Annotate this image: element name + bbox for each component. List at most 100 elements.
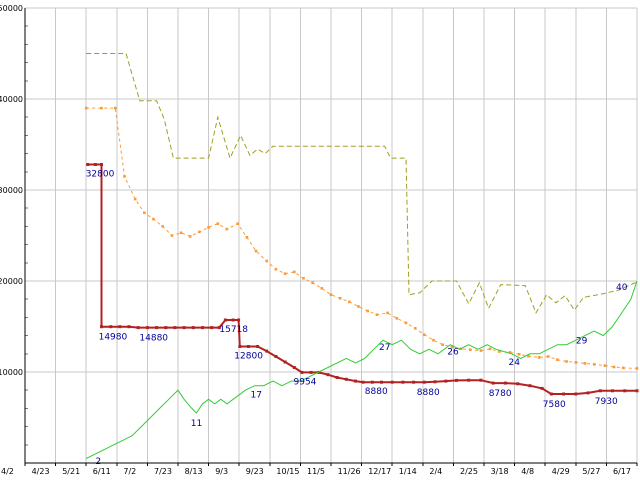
x-axis-label: 4/29 [552, 467, 570, 476]
price-label: 14880 [139, 334, 168, 344]
series-marker [210, 326, 214, 330]
x-axis-label: 3/18 [491, 467, 509, 476]
series-marker [300, 370, 304, 374]
price-label: 7580 [543, 400, 566, 410]
price-label: 8780 [489, 389, 512, 399]
series-marker [100, 163, 103, 166]
series-marker [245, 236, 249, 239]
series-marker [375, 313, 379, 316]
x-axis-label: 7/23 [154, 467, 172, 476]
x-axis-label: 4/23 [32, 467, 50, 476]
price-label: 9954 [294, 377, 317, 387]
x-axis-labels: 4/2 4/23 5/21 6/11 7/2 7/23 8/13 9/3 9/23 10/15 11… [1, 467, 631, 476]
series-marker [528, 384, 532, 388]
x-axis-label: 4/8 [521, 467, 534, 476]
series-marker [155, 326, 159, 330]
x-axis-label: 2/25 [460, 467, 478, 476]
x-axis-label: 6/11 [93, 467, 111, 476]
series-marker [118, 325, 122, 329]
series-marker [182, 326, 186, 330]
series-marker [433, 380, 437, 384]
series-marker [173, 326, 177, 330]
series-marker [161, 225, 164, 228]
series-marker [344, 377, 348, 381]
series-marker [335, 376, 339, 379]
series-marker [574, 361, 578, 364]
series-marker [450, 345, 454, 349]
series-marker [598, 389, 602, 393]
series-marker [145, 326, 149, 330]
store-count-label: 40 [616, 283, 628, 293]
series-marker [395, 317, 399, 320]
y-axis-label: 40000 [0, 95, 23, 104]
series-marker [547, 355, 550, 358]
series-average-price [84, 106, 639, 370]
price-label: 8880 [365, 387, 388, 397]
gridlines [25, 7, 638, 463]
series-marker [441, 343, 444, 346]
x-axis-label: 7/2 [123, 467, 136, 476]
series-marker [586, 391, 590, 395]
y-axis-label: 50000 [0, 4, 23, 13]
series-marker [565, 360, 568, 363]
series-marker [86, 163, 90, 166]
y-axis-label: 30000 [0, 186, 23, 195]
x-axis-label: 6/17 [613, 467, 631, 476]
series-marker [265, 349, 269, 353]
series-marker [401, 380, 405, 384]
series-marker [603, 364, 607, 367]
series-marker [423, 333, 426, 336]
series-marker [386, 311, 389, 315]
series-marker [201, 326, 204, 330]
series-marker [380, 380, 383, 384]
series-marker [422, 380, 426, 384]
series-marker [127, 325, 131, 329]
series-marker [191, 326, 195, 330]
series-marker [635, 389, 639, 393]
x-axis-label: 1/14 [399, 467, 417, 476]
series-marker [348, 300, 351, 304]
series-marker [574, 392, 578, 396]
series-marker [320, 287, 324, 290]
series-marker [444, 379, 448, 383]
x-axis-label: 9/23 [246, 467, 264, 476]
series-marker [225, 227, 229, 231]
series-marker [265, 259, 268, 263]
series-marker [498, 350, 501, 353]
price-label: 12800 [234, 352, 263, 362]
series-marker [635, 367, 639, 370]
series-marker [612, 365, 616, 369]
series-store-count-line [85, 280, 638, 459]
series-marker [592, 363, 596, 366]
series-marker [217, 326, 221, 330]
x-axis-label: 12/17 [368, 467, 391, 476]
x-axis-label: 11/5 [307, 467, 325, 476]
series-marker [179, 231, 183, 235]
store-count-label: 26 [447, 348, 459, 358]
y-axis-labels: 10000 20000 30000 40000 50000 [0, 4, 23, 377]
series-marker [143, 211, 146, 215]
series-marker [354, 379, 357, 383]
series-marker [109, 325, 113, 329]
x-axis-label: 4/2 [1, 467, 14, 476]
series-marker [236, 222, 239, 225]
series-marker [361, 380, 365, 384]
series-marker [84, 106, 88, 110]
series-marker [100, 106, 103, 110]
x-axis-label: 9/3 [215, 467, 228, 476]
series-marker [216, 222, 220, 225]
series-marker [292, 366, 296, 369]
store-count-label: 29 [576, 337, 588, 347]
series-marker [274, 267, 278, 271]
series-marker [283, 272, 287, 275]
price-label: 14980 [99, 333, 128, 343]
series-marker [309, 370, 313, 374]
series-marker [623, 389, 627, 393]
price-label: 7930 [595, 397, 618, 407]
series-marker [583, 362, 587, 365]
series-marker [479, 378, 483, 382]
price-label: 32800 [86, 170, 115, 180]
series-marker [326, 373, 330, 377]
series-marker [491, 381, 495, 385]
